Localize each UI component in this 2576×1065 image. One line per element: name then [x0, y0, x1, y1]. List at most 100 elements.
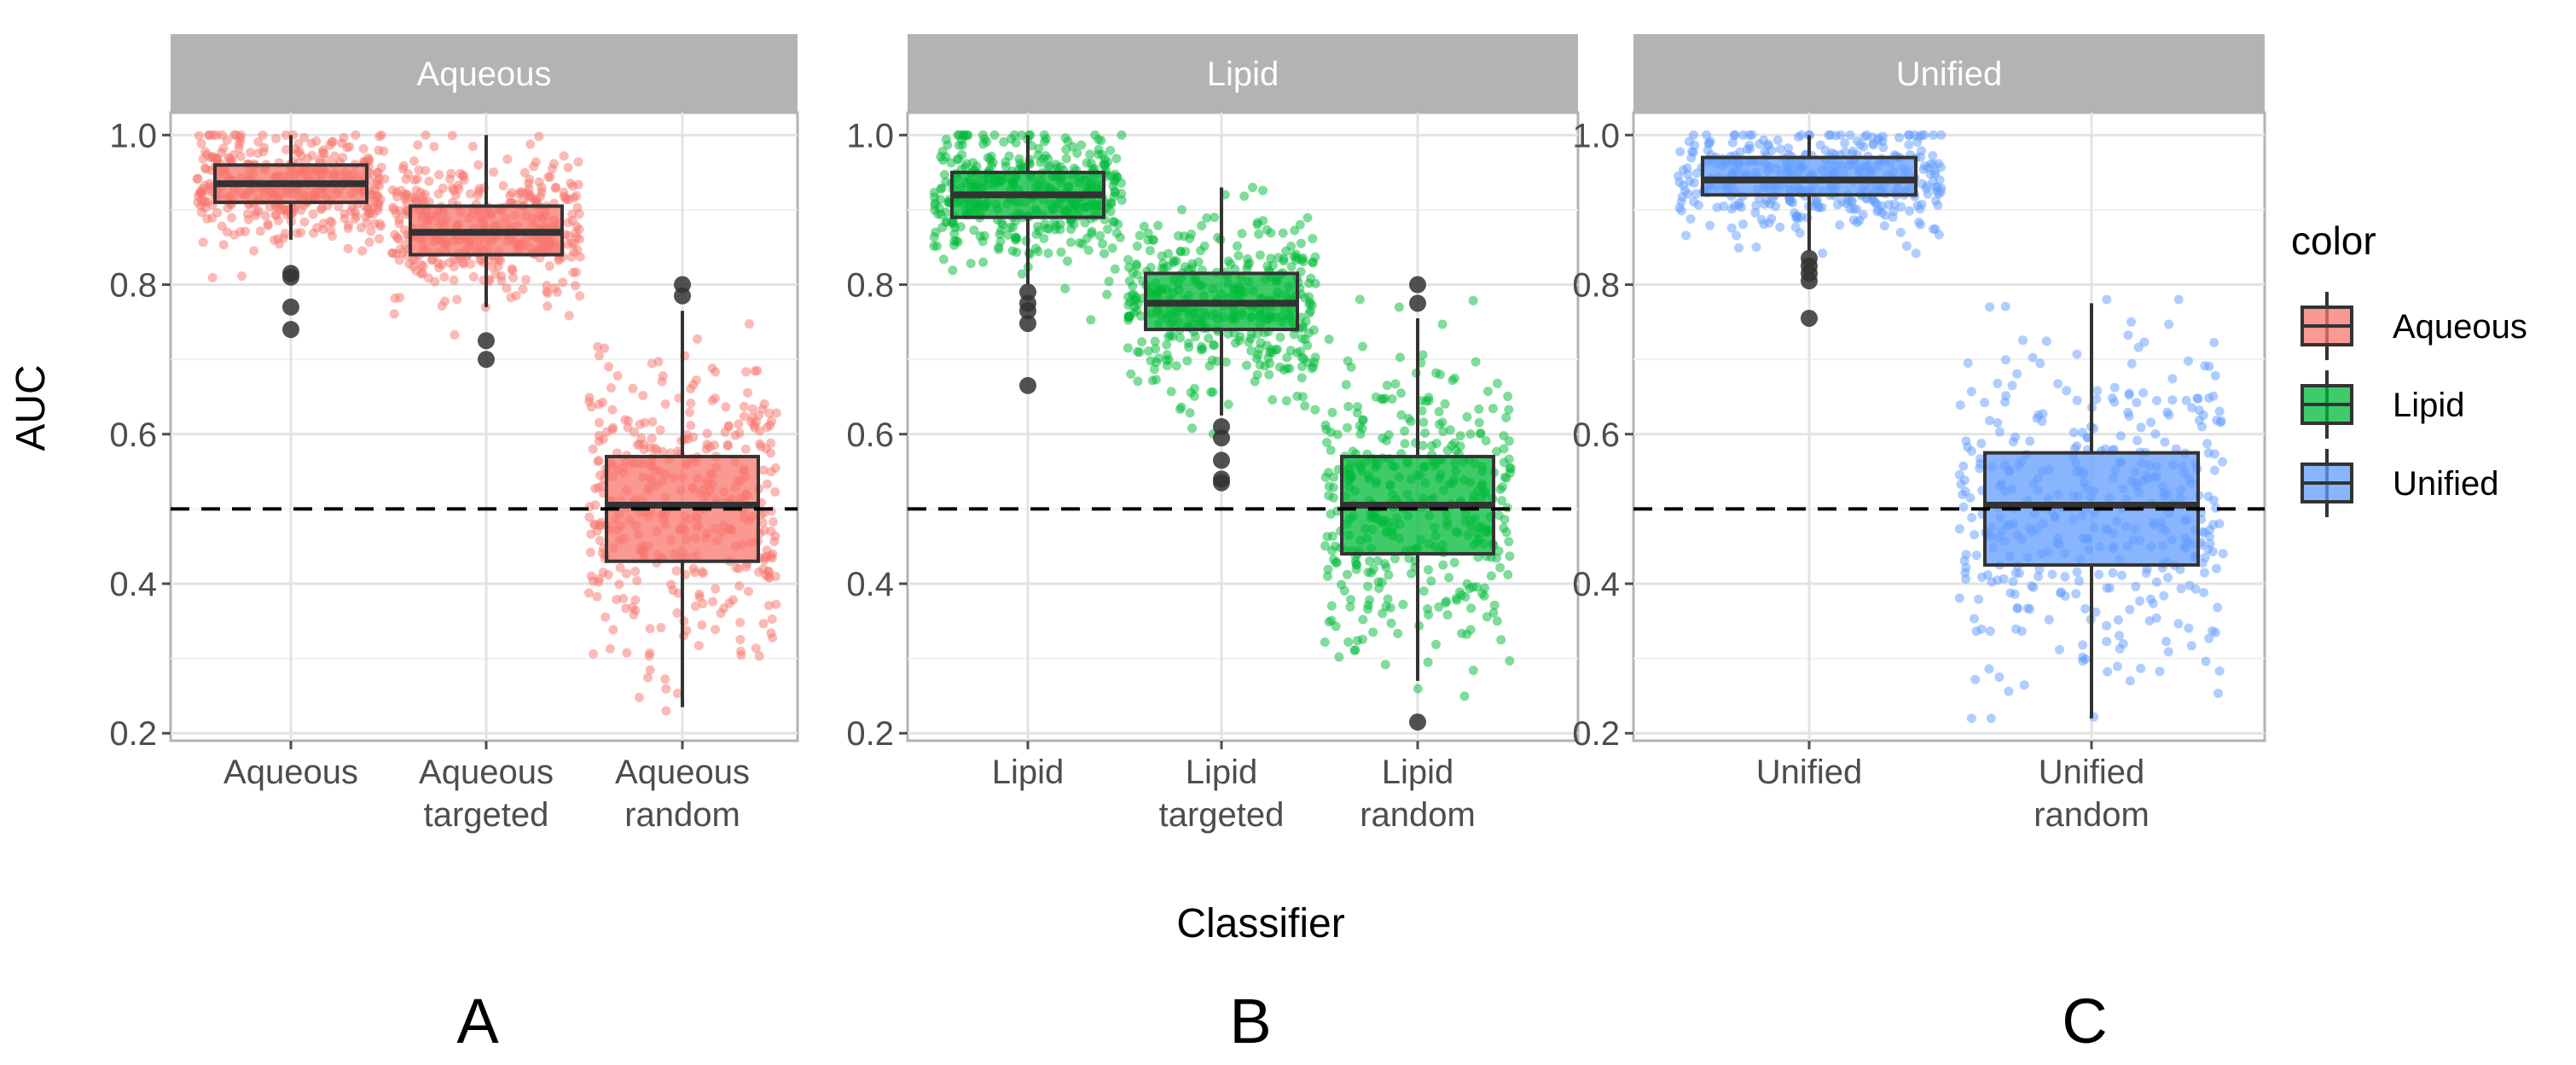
panel-letter-a: A — [456, 986, 499, 1056]
data-point — [2190, 584, 2201, 594]
data-point — [1180, 262, 1190, 272]
data-point — [1237, 229, 1247, 239]
data-point — [1735, 147, 1745, 157]
data-point — [253, 206, 264, 216]
data-point — [947, 218, 957, 228]
data-point — [574, 209, 584, 219]
data-point — [413, 140, 423, 150]
data-point — [770, 486, 780, 497]
data-point — [768, 517, 778, 527]
data-point — [1268, 395, 1278, 404]
data-point — [235, 151, 246, 161]
data-point — [1705, 220, 1715, 230]
data-point — [1993, 378, 2003, 388]
data-point — [2072, 349, 2082, 359]
data-point — [1417, 405, 1427, 416]
data-point — [2034, 572, 2043, 582]
data-point — [1505, 463, 1515, 474]
data-point — [1986, 713, 1996, 724]
data-point — [1252, 329, 1262, 339]
data-point — [1958, 502, 1969, 512]
data-point — [1210, 340, 1220, 351]
data-point — [318, 218, 328, 229]
data-point — [2126, 676, 2135, 686]
data-point — [212, 130, 222, 140]
data-point — [449, 275, 459, 285]
data-point — [2004, 686, 2014, 696]
data-point — [357, 246, 368, 256]
data-point — [1381, 436, 1391, 445]
data-point — [644, 651, 654, 661]
data-point — [632, 575, 642, 585]
data-point — [2148, 598, 2158, 608]
outlier-point — [1019, 302, 1036, 320]
data-point — [938, 254, 949, 265]
data-point — [319, 148, 329, 159]
data-point — [1039, 234, 1049, 243]
data-point — [258, 130, 268, 140]
data-point — [1390, 554, 1400, 564]
data-point — [1815, 140, 1825, 150]
data-point — [553, 287, 562, 297]
data-point — [473, 160, 484, 170]
data-point — [1012, 247, 1022, 258]
data-point — [1113, 219, 1123, 230]
data-point — [1477, 589, 1488, 599]
data-point — [758, 465, 769, 475]
data-point — [1705, 137, 1715, 147]
data-point — [1009, 130, 1019, 140]
data-point — [1175, 404, 1185, 415]
data-point — [563, 218, 573, 228]
data-point — [2199, 587, 2209, 597]
data-point — [1103, 224, 1112, 235]
data-point — [1137, 337, 1147, 347]
data-point — [1255, 250, 1265, 260]
data-point — [1418, 440, 1428, 451]
data-point — [1292, 348, 1302, 358]
data-point — [1282, 352, 1292, 363]
data-point — [2068, 428, 2079, 438]
data-point — [1179, 231, 1189, 242]
legend: color Aqueous Lipid Unified — [2291, 218, 2527, 517]
data-point — [1310, 404, 1320, 415]
data-point — [2092, 394, 2102, 404]
data-point — [1444, 573, 1454, 583]
data-point — [1355, 421, 1365, 431]
data-point — [2136, 422, 2146, 433]
data-point — [600, 612, 611, 622]
data-point — [1675, 147, 1685, 157]
data-point — [2080, 604, 2091, 614]
data-point — [1001, 161, 1011, 172]
data-point — [1459, 691, 1470, 701]
data-point — [2053, 379, 2063, 389]
data-point — [1911, 248, 1921, 259]
data-point — [1732, 230, 1742, 241]
data-point — [1015, 159, 1025, 169]
data-point — [281, 130, 291, 140]
data-point — [721, 402, 731, 412]
data-point — [351, 130, 361, 140]
data-point — [374, 234, 385, 244]
data-point — [1756, 214, 1767, 224]
data-point — [260, 211, 270, 221]
data-point — [1189, 391, 1199, 401]
data-point — [571, 267, 581, 277]
data-point — [563, 162, 573, 172]
data-point — [1500, 515, 1510, 525]
data-point — [264, 201, 275, 212]
data-point — [2150, 429, 2161, 439]
data-point — [1971, 626, 1981, 637]
data-point — [1117, 130, 1127, 140]
data-point — [1003, 230, 1013, 240]
data-point — [1131, 259, 1141, 269]
data-point — [1465, 625, 1476, 635]
data-point — [1895, 227, 1906, 237]
data-point — [1005, 223, 1015, 232]
data-point — [1465, 429, 1476, 439]
data-point — [2092, 386, 2103, 396]
data-point — [193, 191, 203, 201]
data-point — [1326, 615, 1337, 626]
data-point — [412, 174, 422, 184]
data-point — [414, 165, 424, 175]
data-point — [1295, 219, 1305, 230]
